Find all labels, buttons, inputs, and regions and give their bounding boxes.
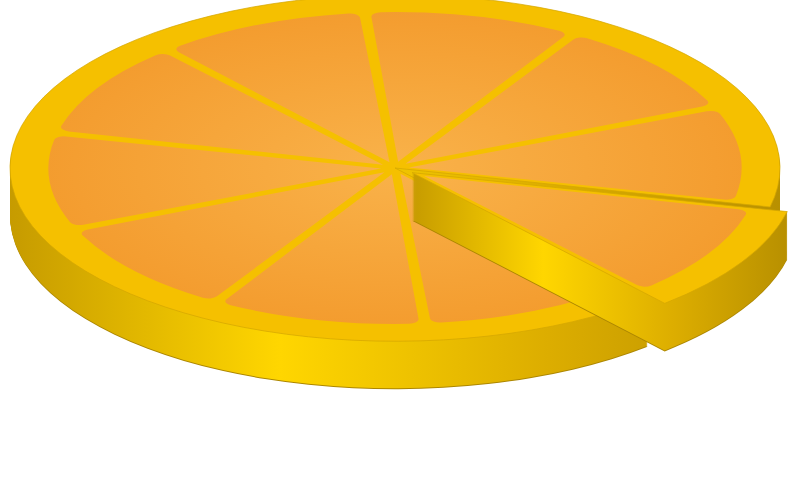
slice-top [412,173,787,304]
orange-segment [424,176,746,287]
pie-slice [412,173,787,304]
slice-side [412,174,787,305]
orange-segment [176,13,389,162]
plot-area [10,0,787,389]
chart [0,0,800,500]
slice-side-layer [412,174,787,305]
slice-group [412,173,787,352]
